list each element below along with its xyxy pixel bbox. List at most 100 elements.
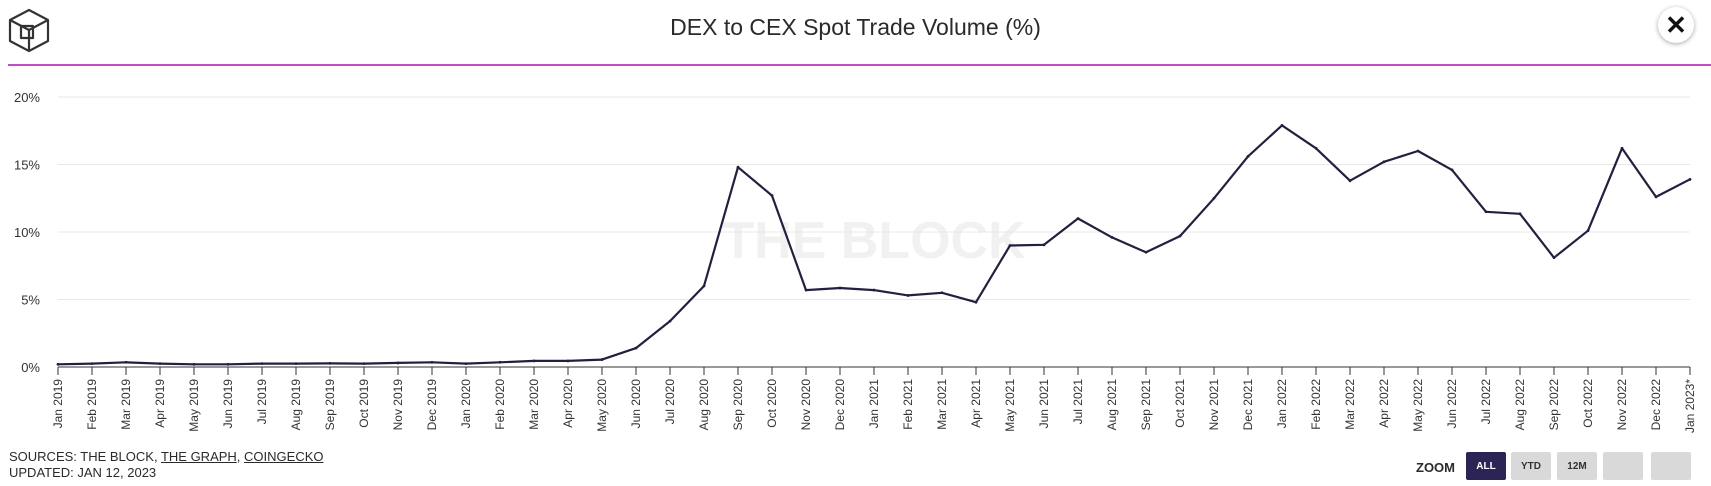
title-divider xyxy=(8,64,1711,66)
x-tick-label: Sep 2019 xyxy=(323,379,337,431)
data-point xyxy=(1314,146,1318,150)
data-point xyxy=(872,288,876,292)
x-tick-label: Jan 2019 xyxy=(51,379,65,429)
data-point xyxy=(56,362,60,366)
source-link-coingecko[interactable]: COINGECKO xyxy=(244,449,324,464)
x-tick-label: May 2021 xyxy=(1003,379,1017,432)
data-point xyxy=(1042,243,1046,247)
data-point xyxy=(1246,155,1250,158)
data-point xyxy=(804,288,808,292)
updated-date: UPDATED: JAN 12, 2023 xyxy=(9,465,157,480)
close-button[interactable]: ✕ xyxy=(1658,7,1694,43)
x-tick-label: Feb 2019 xyxy=(85,379,99,430)
x-tick-label: Aug 2021 xyxy=(1105,379,1119,431)
data-point xyxy=(1382,160,1386,164)
data-point xyxy=(770,194,774,197)
data-point xyxy=(90,362,94,366)
data-point xyxy=(328,361,332,365)
data-point xyxy=(464,362,468,366)
x-tick-label: Jan 2022 xyxy=(1275,379,1289,429)
data-point xyxy=(192,362,196,366)
data-point xyxy=(498,360,502,364)
data-point xyxy=(940,291,944,295)
x-tick-label: Nov 2019 xyxy=(391,379,405,431)
data-point xyxy=(566,359,570,363)
data-point xyxy=(634,346,638,350)
data-point xyxy=(702,284,706,288)
data-point xyxy=(600,358,604,361)
x-tick-label: Apr 2022 xyxy=(1377,379,1391,428)
x-tick-label: Feb 2022 xyxy=(1309,379,1323,430)
sources-prefix: SOURCES: THE BLOCK, xyxy=(9,449,161,464)
x-tick-label: Jun 2020 xyxy=(629,379,643,429)
y-tick-label: 20% xyxy=(14,90,40,105)
x-tick-label: Sep 2021 xyxy=(1139,379,1153,431)
zoom-all-button[interactable]: ALL xyxy=(1466,452,1506,480)
x-tick-label: Jun 2019 xyxy=(221,379,235,429)
x-tick-label: Dec 2019 xyxy=(425,379,439,431)
data-point xyxy=(1620,146,1624,150)
data-point xyxy=(260,362,264,366)
x-tick-label: Apr 2021 xyxy=(969,379,983,428)
data-point xyxy=(1518,212,1522,216)
zoom-button-4[interactable] xyxy=(1603,452,1643,480)
x-tick-label: May 2019 xyxy=(187,379,201,432)
x-tick-label: May 2022 xyxy=(1411,379,1425,432)
x-tick-label: Feb 2020 xyxy=(493,379,507,430)
data-point xyxy=(1348,179,1352,183)
data-point xyxy=(294,362,298,366)
x-tick-label: Jan 2023* xyxy=(1683,379,1697,433)
x-tick-label: Nov 2020 xyxy=(799,379,813,431)
x-tick-label: Jun 2022 xyxy=(1445,379,1459,429)
x-tick-label: May 2020 xyxy=(595,379,609,432)
data-point xyxy=(430,360,434,364)
data-point xyxy=(1212,196,1216,200)
data-point xyxy=(362,362,366,366)
y-tick-label: 15% xyxy=(14,158,40,173)
x-tick-label: Apr 2020 xyxy=(561,379,575,428)
data-point xyxy=(1586,229,1590,233)
data-point xyxy=(1008,244,1012,247)
x-tick-label: Jul 2019 xyxy=(255,379,269,425)
source-link-the-graph[interactable]: THE GRAPH xyxy=(160,449,237,464)
x-tick-label: Jun 2021 xyxy=(1037,379,1051,429)
data-point xyxy=(1688,177,1692,181)
data-point xyxy=(532,359,536,363)
data-point xyxy=(396,361,400,365)
data-point xyxy=(668,319,672,323)
data-point xyxy=(736,165,740,169)
data-point xyxy=(1280,123,1284,127)
x-tick-label: Jul 2022 xyxy=(1479,379,1493,425)
x-tick-label: Oct 2020 xyxy=(765,379,779,428)
x-tick-label: Aug 2022 xyxy=(1513,379,1527,431)
the-block-logo-icon xyxy=(8,8,50,53)
zoom-label: ZOOM xyxy=(1416,460,1455,475)
data-point xyxy=(1552,256,1556,260)
data-point xyxy=(226,362,230,366)
data-point xyxy=(124,360,128,364)
data-point xyxy=(1110,236,1114,239)
x-tick-label: Dec 2020 xyxy=(833,379,847,431)
data-point xyxy=(906,294,910,297)
zoom-12m-button[interactable]: 12M xyxy=(1557,452,1597,480)
sources-separator: , xyxy=(236,449,245,464)
y-tick-label: 10% xyxy=(14,225,40,240)
line-chart: THE BLOCK 0% 5% 10% 15% 20% Jan 2019 Feb 2019 Ma… xyxy=(14,90,1697,433)
x-tick-label: Oct 2019 xyxy=(357,379,371,428)
zoom-ytd-button[interactable]: YTD xyxy=(1511,452,1551,480)
zoom-button-5[interactable] xyxy=(1651,452,1691,480)
x-tick-label: Dec 2022 xyxy=(1649,379,1663,431)
x-tick-label: Apr 2019 xyxy=(153,379,167,428)
data-point xyxy=(1416,149,1420,153)
x-tick-label: Jul 2021 xyxy=(1071,379,1085,425)
close-icon: ✕ xyxy=(1665,9,1687,40)
x-tick-label: Jul 2020 xyxy=(663,379,677,425)
data-point xyxy=(1450,168,1454,172)
x-tick-label: Sep 2020 xyxy=(731,379,745,431)
chart-footer: SOURCES: THE BLOCK, THE GRAPH, COINGECKO… xyxy=(9,449,324,481)
x-tick-label: Mar 2021 xyxy=(935,379,949,430)
x-tick-label: Aug 2019 xyxy=(289,379,303,431)
x-tick-label: Oct 2022 xyxy=(1581,379,1595,428)
y-tick-label: 0% xyxy=(21,360,40,375)
data-point xyxy=(1484,210,1488,214)
